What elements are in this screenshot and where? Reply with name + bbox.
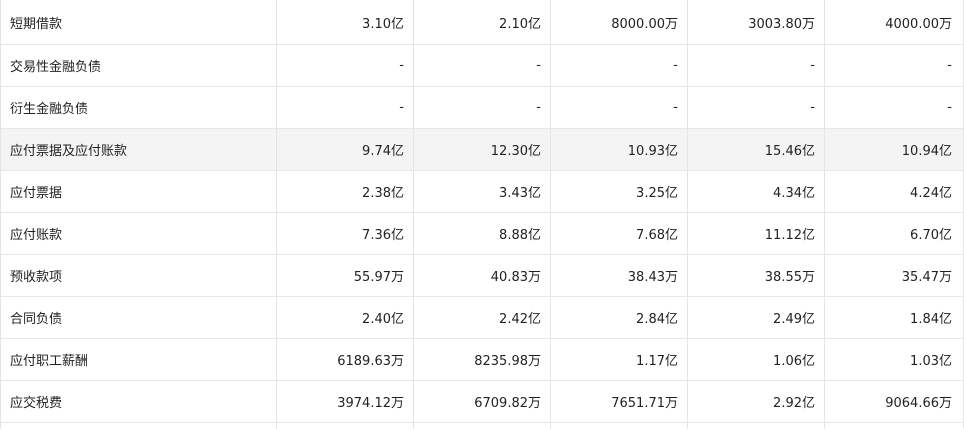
table-row: 应付票据及应付账款 9.74亿 12.30亿 10.93亿 15.46亿 10.94亿 [1, 129, 963, 171]
value-cell: 7651.71万 [551, 381, 688, 422]
row-label: 预收款项 [1, 255, 277, 296]
value-cell: 2.92亿 [688, 381, 825, 422]
row-label: 应付票据 [1, 171, 277, 212]
row-label: 应付职工薪酬 [1, 339, 277, 380]
table-row: 应付职工薪酬 6189.63万 8235.98万 1.17亿 1.06亿 1.03亿 [1, 339, 963, 381]
value-cell: 38.55万 [688, 255, 825, 296]
value-cell: 38.43万 [551, 255, 688, 296]
value-cell: 2.49亿 [688, 297, 825, 338]
value-cell: 6189.63万 [277, 339, 414, 380]
value-cell: 2.10亿 [414, 0, 551, 44]
value-cell: 2.40亿 [277, 297, 414, 338]
row-label: 交易性金融负债 [1, 45, 277, 86]
row-label: 应付账款 [1, 213, 277, 254]
value-cell: 1.06亿 [688, 339, 825, 380]
value-cell: 10.93亿 [551, 129, 688, 170]
value-cell: - [551, 87, 688, 128]
value-cell: - [277, 45, 414, 86]
value-cell: - [414, 87, 551, 128]
value-cell: 2.42亿 [414, 297, 551, 338]
value-cell: 3974.12万 [277, 381, 414, 422]
table-row: 交易性金融负债 - - - - - [1, 45, 963, 87]
value-cell: 12.30亿 [414, 129, 551, 170]
value-cell: 8235.98万 [414, 339, 551, 380]
value-cell: 35.47万 [901, 270, 952, 285]
row-label: 应付票据及应付账款 [1, 129, 277, 170]
value-cell: 3.25亿 [551, 171, 688, 212]
value-cell: - [947, 100, 952, 115]
row-label: 短期借款 [1, 0, 277, 44]
table-bottom-edge [1, 423, 963, 429]
value-cell: 6709.82万 [414, 381, 551, 422]
value-cell: 3.43亿 [414, 171, 551, 212]
value-cell: 4.24亿 [910, 186, 952, 201]
value-cell: 3.10亿 [277, 0, 414, 44]
value-cell: 4.34亿 [688, 171, 825, 212]
value-cell: 55.97万 [277, 255, 414, 296]
value-cell: 8000.00万 [551, 0, 688, 44]
value-cell: 10.94亿 [901, 144, 952, 159]
table-row: 短期借款 3.10亿 2.10亿 8000.00万 3003.80万 4000.00万 [1, 0, 963, 45]
value-cell: 9064.66万 [885, 396, 952, 411]
value-cell: - [688, 45, 825, 86]
row-label: 合同负债 [1, 297, 277, 338]
value-cell: 3003.80万 [688, 0, 825, 44]
table-row: 衍生金融负债 - - - - - [1, 87, 963, 129]
value-cell: 1.84亿 [910, 312, 952, 327]
value-cell: - [688, 87, 825, 128]
value-cell: 8.88亿 [414, 213, 551, 254]
value-cell: - [551, 45, 688, 86]
value-cell: 2.38亿 [277, 171, 414, 212]
value-cell: 7.68亿 [551, 213, 688, 254]
value-cell: 6.70亿 [910, 228, 952, 243]
value-cell: - [277, 87, 414, 128]
table-row: 合同负债 2.40亿 2.42亿 2.84亿 2.49亿 1.84亿 [1, 297, 963, 339]
row-label: 衍生金融负债 [1, 87, 277, 128]
value-cell: 4000.00万 [885, 16, 952, 32]
table-row: 应付票据 2.38亿 3.43亿 3.25亿 4.34亿 4.24亿 [1, 171, 963, 213]
value-cell: 15.46亿 [688, 129, 825, 170]
value-cell: 7.36亿 [277, 213, 414, 254]
value-cell: - [947, 58, 952, 73]
value-cell: 9.74亿 [277, 129, 414, 170]
table-row: 应付账款 7.36亿 8.88亿 7.68亿 11.12亿 6.70亿 [1, 213, 963, 255]
table-row: 预收款项 55.97万 40.83万 38.43万 38.55万 35.47万 [1, 255, 963, 297]
row-label: 应交税费 [1, 381, 277, 422]
value-cell: 1.03亿 [910, 354, 952, 369]
value-cell: 11.12亿 [688, 213, 825, 254]
value-cell: 1.17亿 [551, 339, 688, 380]
value-cell: 2.84亿 [551, 297, 688, 338]
value-cell: 40.83万 [414, 255, 551, 296]
table-row: 应交税费 3974.12万 6709.82万 7651.71万 2.92亿 9064.66… [1, 381, 963, 423]
value-cell: - [414, 45, 551, 86]
